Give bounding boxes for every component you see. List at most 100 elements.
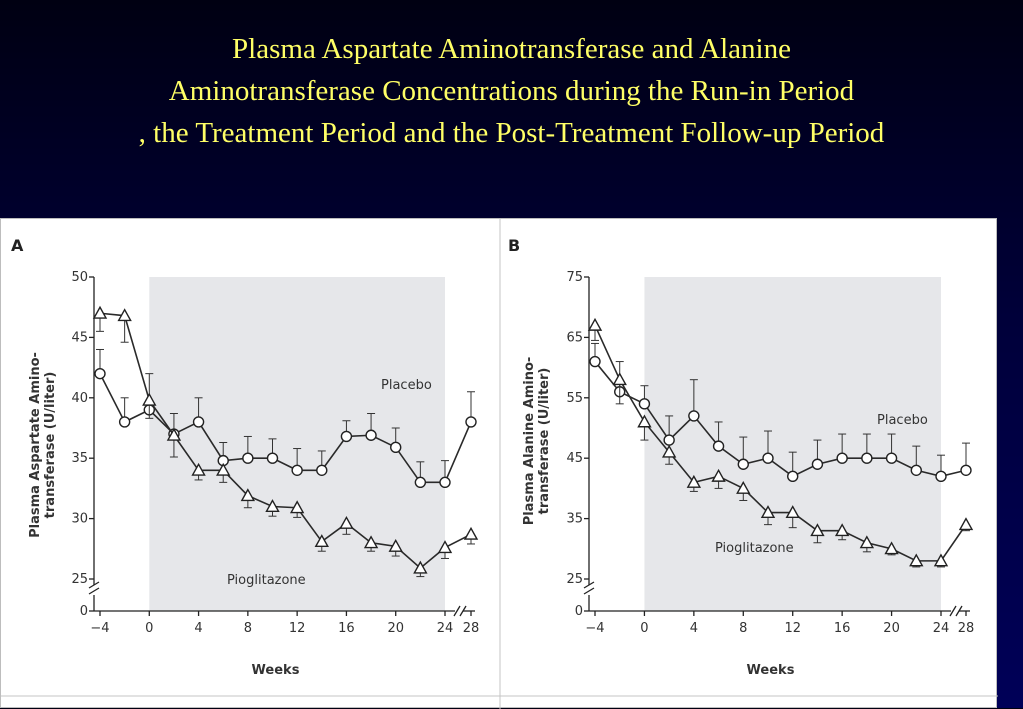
data-point-triangle	[463, 526, 479, 540]
y-tick-label: 35	[71, 451, 88, 466]
y-axis-title-line-1: Plasma Alanine Amino-	[522, 357, 537, 526]
y-axis-title-line-2: transferase (U/liter)	[537, 368, 552, 515]
data-point-circle	[365, 429, 377, 441]
y-tick-label: 50	[71, 270, 88, 285]
x-tick-label: 20	[387, 621, 404, 636]
data-point-triangle	[958, 517, 974, 531]
series-line	[99, 373, 472, 484]
data-point-circle	[638, 398, 651, 410]
x-tick-label: −4	[585, 621, 604, 636]
y-tick-label: 75	[566, 270, 583, 285]
x-tick-label: 0	[145, 621, 153, 636]
data-point-triangle	[612, 372, 627, 386]
x-tick-label: 4	[194, 621, 202, 636]
data-point-triangle	[686, 474, 702, 488]
title-line-2: Aminotransferase Concentrations during t…	[168, 75, 855, 107]
x-tick-label: 8	[244, 621, 252, 636]
series-pioglitazone: Pioglitazone	[92, 305, 479, 588]
series-line	[99, 312, 472, 570]
y-tick-label: 35	[566, 512, 583, 527]
data-point-triangle	[339, 515, 354, 529]
data-point-triangle	[909, 553, 924, 567]
data-point-circle	[118, 416, 131, 428]
data-point-triangle	[587, 317, 603, 331]
x-axis-title: Weeks	[252, 663, 300, 678]
data-point-circle	[242, 452, 254, 464]
x-tick-label: 24	[933, 621, 950, 636]
data-point-circle	[960, 464, 972, 476]
y-axis-break-mark	[583, 581, 595, 595]
data-point-triangle	[117, 308, 132, 322]
data-point-circle	[291, 464, 303, 476]
slide-title: Plasma Aspartate Aminotransferase and Al…	[0, 28, 1023, 154]
x-tick-label: 24	[437, 621, 454, 636]
series-placebo: Placebo	[589, 342, 972, 483]
data-point-triangle	[191, 462, 206, 476]
y-axis-title-line-1: Plasma Aspartate Amino-	[28, 352, 43, 538]
panel-letter: B	[508, 236, 520, 255]
data-point-triangle	[166, 427, 182, 441]
title-line-1: Plasma Aspartate Aminotransferase and Al…	[232, 33, 791, 65]
x-tick-label: 28	[958, 621, 975, 636]
data-point-circle	[910, 464, 922, 476]
title-line-3: , the Treatment Period and the Post-Trea…	[138, 117, 885, 149]
data-point-triangle	[92, 305, 108, 319]
series-pioglitazone: Pioglitazone	[587, 317, 974, 568]
data-point-circle	[762, 452, 774, 464]
y-tick-label: 40	[71, 391, 88, 406]
data-point-circle	[935, 470, 947, 483]
data-point-triangle	[834, 523, 850, 537]
data-point-triangle	[289, 500, 305, 514]
y-tick-label: 0	[575, 604, 583, 619]
y-tick-label: 45	[566, 451, 583, 466]
data-point-circle	[439, 476, 451, 489]
y-tick-label: 45	[71, 330, 88, 345]
x-axis-break-mark	[949, 605, 963, 617]
data-point-triangle	[810, 523, 825, 537]
data-point-triangle	[437, 540, 453, 554]
data-point-triangle	[785, 505, 800, 519]
series-placebo: Placebo	[94, 348, 477, 489]
data-point-triangle	[216, 462, 231, 476]
x-axis-break-mark	[453, 605, 467, 617]
y-axis-break-mark	[88, 581, 100, 595]
data-point-circle	[266, 452, 279, 464]
x-tick-label: 28	[463, 621, 480, 636]
data-point-triangle	[142, 392, 157, 406]
data-point-circle	[414, 476, 427, 489]
data-point-circle	[94, 367, 106, 380]
y-axis-title-line-2: transferase (U/liter)	[43, 372, 58, 519]
y-tick-label: 65	[566, 330, 583, 345]
data-point-circle	[589, 355, 601, 368]
series-line	[594, 361, 967, 478]
series-line	[594, 324, 967, 562]
x-tick-label: 16	[834, 621, 851, 636]
data-point-circle	[688, 410, 700, 422]
x-tick-label: 4	[690, 621, 698, 636]
data-point-triangle	[265, 499, 280, 513]
panel-letter: A	[11, 236, 24, 255]
treatment-period-shading	[644, 277, 941, 611]
y-tick-label: 0	[80, 604, 88, 619]
data-point-circle	[885, 452, 898, 464]
series-label: Placebo	[381, 378, 432, 393]
data-point-circle	[811, 458, 824, 470]
data-point-circle	[663, 434, 675, 446]
x-tick-label: 12	[784, 621, 801, 636]
series-label: Pioglitazone	[715, 541, 794, 556]
data-point-circle	[192, 416, 205, 428]
x-tick-label: 8	[739, 621, 747, 636]
y-tick-label: 55	[566, 391, 583, 406]
data-point-triangle	[314, 534, 329, 548]
x-axis-title: Weeks	[747, 663, 795, 678]
x-tick-label: 20	[883, 621, 900, 636]
figure-panel: A 0 25 30 35 40 45 50 −4 0 4 8 12 16 20 24 28 Weeks Plasma…	[0, 218, 998, 709]
data-point-circle	[737, 458, 749, 470]
data-point-circle	[316, 464, 328, 476]
y-tick-label: 30	[71, 512, 88, 527]
data-point-triangle	[661, 444, 677, 458]
data-point-circle	[340, 430, 353, 443]
x-tick-label: 16	[338, 621, 355, 636]
